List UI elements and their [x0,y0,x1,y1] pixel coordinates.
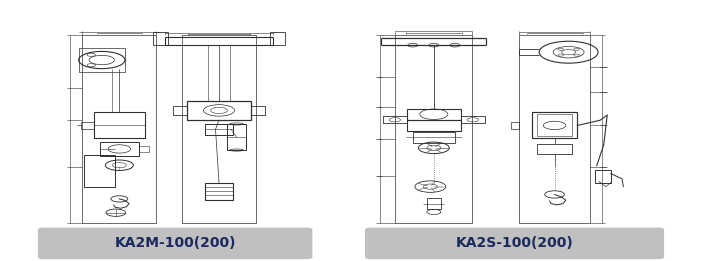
Bar [100,142,139,156]
Bar [183,35,256,223]
Bar [164,37,273,45]
Bar [413,132,455,143]
Text: KA2S-100(200): KA2S-100(200) [456,236,574,250]
Bar [595,170,611,183]
Bar [427,198,441,209]
Bar [94,112,145,139]
Bar [511,122,519,129]
Bar [270,32,285,45]
Bar [532,112,578,139]
FancyBboxPatch shape [365,228,664,259]
Bar [79,48,125,72]
Bar [251,106,265,115]
Bar [537,144,572,154]
Bar [205,183,233,200]
Bar [407,109,461,120]
Bar [139,146,150,152]
Bar [461,116,485,123]
Bar [173,106,187,115]
Bar [383,116,407,123]
FancyBboxPatch shape [38,228,312,259]
Bar [187,101,251,120]
Bar [205,124,233,135]
Bar [81,122,94,129]
Bar [84,155,116,187]
Bar [395,35,472,223]
Text: KA2M-100(200): KA2M-100(200) [114,236,236,250]
Bar [407,120,461,131]
Bar [227,124,246,150]
Bar [153,32,168,45]
Bar [83,35,157,223]
Bar [519,35,590,223]
Bar [538,115,572,137]
